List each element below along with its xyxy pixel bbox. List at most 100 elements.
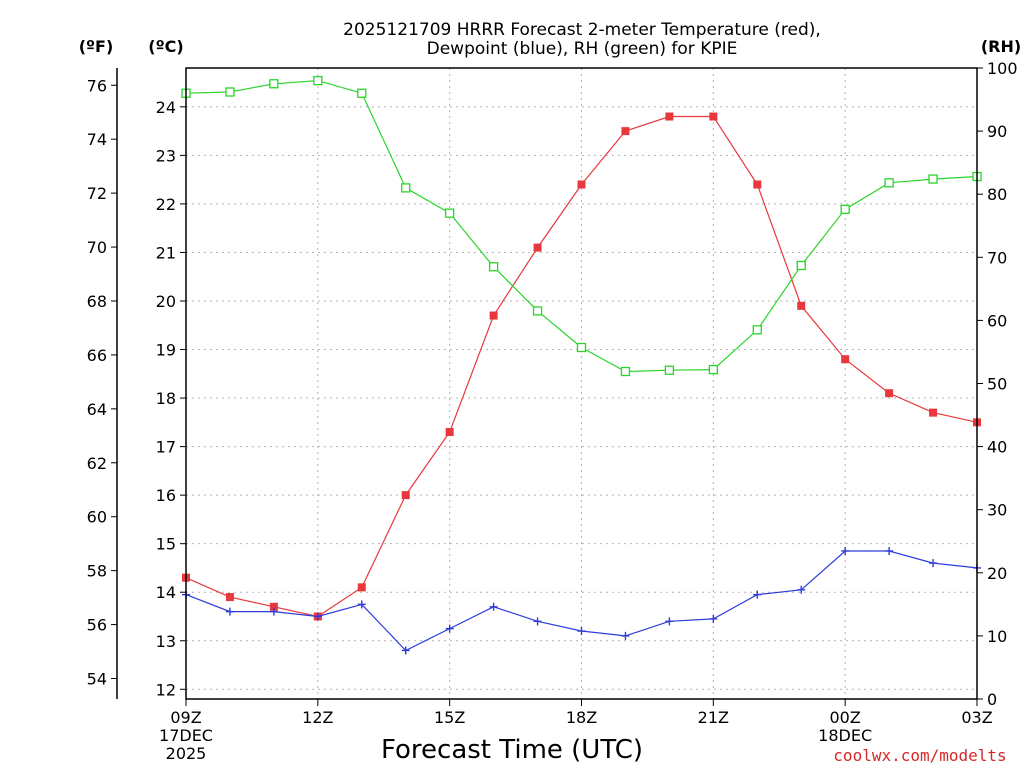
rh-point — [752, 325, 762, 335]
rh-tick-label: 70 — [987, 248, 1007, 267]
dewpoint-point — [445, 624, 454, 633]
x-tick-label: 18Z — [566, 708, 597, 727]
chart-title-line-2: Dewpoint (blue), RH (green) for KPIE — [427, 39, 738, 59]
2-meter-temperature-point — [621, 127, 630, 136]
plot-frame — [185, 67, 978, 700]
celsius-tick-label: 23 — [156, 146, 176, 165]
2-meter-temperature-point — [225, 593, 234, 602]
x-tick-label: 18DEC — [818, 726, 872, 745]
rh-point — [225, 87, 235, 97]
dewpoint-point — [577, 627, 586, 636]
rh-point — [620, 366, 631, 377]
celsius-tick-label: 15 — [156, 535, 176, 554]
celsius-tick-label: 20 — [156, 292, 176, 311]
dewpoint-point — [797, 585, 806, 594]
celsius-tick-label: 17 — [156, 438, 176, 457]
dewpoint-point — [753, 590, 762, 599]
celsius-tick-label: 13 — [156, 632, 176, 651]
rh-tick-label: 0 — [987, 690, 997, 709]
dewpoint-point — [929, 559, 938, 568]
series-layer — [181, 75, 982, 655]
dewpoint-point — [313, 612, 322, 621]
celsius-tick-label: 19 — [156, 341, 176, 360]
celsius-tick-label: 14 — [156, 583, 176, 602]
2-meter-temperature-point — [885, 389, 894, 398]
rh-tick-label: 10 — [987, 627, 1007, 646]
rh-point — [840, 204, 850, 214]
rh-tick-label: 20 — [987, 564, 1007, 583]
fahrenheit-tick-label: 56 — [87, 616, 107, 635]
dewpoint-point — [225, 607, 234, 616]
x-tick-label: 2025 — [166, 744, 207, 763]
dewpoint-point — [709, 614, 718, 623]
dewpoint-point — [621, 631, 630, 640]
rh-point — [488, 262, 499, 272]
x-tick-label: 09Z — [170, 708, 201, 727]
rh-tick-label: 100 — [987, 59, 1018, 78]
2-meter-temperature-point — [929, 408, 938, 417]
rh-point — [401, 183, 411, 193]
fahrenheit-tick-label: 64 — [87, 400, 107, 419]
2-meter-temperature-point — [577, 180, 586, 189]
rh-point — [796, 260, 806, 271]
celsius-tick-label: 18 — [156, 389, 176, 408]
fahrenheit-tick-label: 58 — [87, 562, 107, 581]
dewpoint-point — [489, 602, 498, 611]
dewpoint-point — [533, 617, 542, 626]
celsius-unit-label: (ºC) — [148, 37, 183, 56]
rh-unit-label: (RH) — [981, 37, 1021, 56]
celsius-tick-label: 22 — [156, 195, 176, 214]
rh-point — [576, 342, 587, 353]
rh-point — [884, 178, 894, 188]
dewpoint-point — [665, 617, 674, 626]
credit-link[interactable]: coolwx.com/modelts — [833, 746, 1006, 765]
2-meter-temperature-point — [753, 180, 762, 189]
x-tick-label: 17DEC — [159, 726, 213, 745]
rh-point — [313, 75, 323, 86]
fahrenheit-tick-label: 70 — [87, 238, 107, 257]
dewpoint-point — [357, 600, 366, 609]
fahrenheit-tick-label: 66 — [87, 346, 107, 365]
celsius-tick-label: 21 — [156, 243, 176, 262]
rh-point — [269, 79, 279, 89]
2-meter-temperature-point — [533, 243, 542, 252]
rh-point — [928, 174, 938, 184]
celsius-tick-label: 12 — [156, 680, 176, 699]
rh-tick-label: 80 — [987, 185, 1007, 204]
fahrenheit-tick-label: 72 — [87, 184, 107, 203]
fahrenheit-tick-label: 76 — [87, 76, 107, 95]
2-meter-temperature-point — [665, 112, 674, 121]
2-meter-temperature-point — [401, 491, 410, 500]
celsius-tick-label: 16 — [156, 486, 176, 505]
fahrenheit-tick-label: 60 — [87, 508, 107, 527]
rh-point — [357, 88, 367, 98]
rh-point — [532, 306, 543, 316]
2-meter-temperature-point — [357, 583, 366, 592]
rh-tick-label: 90 — [987, 122, 1007, 141]
dewpoint-point — [401, 646, 410, 655]
rh-point — [708, 364, 718, 375]
x-tick-label: 21Z — [698, 708, 729, 727]
2-meter-temperature-point — [709, 112, 718, 121]
fahrenheit-unit-label: (ºF) — [79, 37, 114, 56]
rh-tick-label: 60 — [987, 311, 1007, 330]
fahrenheit-tick-label: 68 — [87, 292, 107, 311]
rh-tick-label: 50 — [987, 375, 1007, 394]
2-meter-temperature-point — [269, 602, 278, 611]
2-meter-temperature-point — [445, 428, 454, 437]
x-tick-label: 12Z — [302, 708, 333, 727]
rh-tick-label: 40 — [987, 438, 1007, 457]
dewpoint-point — [885, 546, 894, 555]
rh-tick-label: 30 — [987, 501, 1007, 520]
dewpoint-point — [269, 607, 278, 616]
fahrenheit-tick-label: 62 — [87, 454, 107, 473]
dewpoint-point — [841, 546, 850, 555]
2-meter-temperature-point — [489, 311, 498, 320]
x-tick-label: 15Z — [434, 708, 465, 727]
x-axis-label: Forecast Time (UTC) — [381, 735, 643, 765]
fahrenheit-tick-label: 54 — [87, 670, 107, 689]
celsius-tick-label: 24 — [156, 98, 176, 117]
